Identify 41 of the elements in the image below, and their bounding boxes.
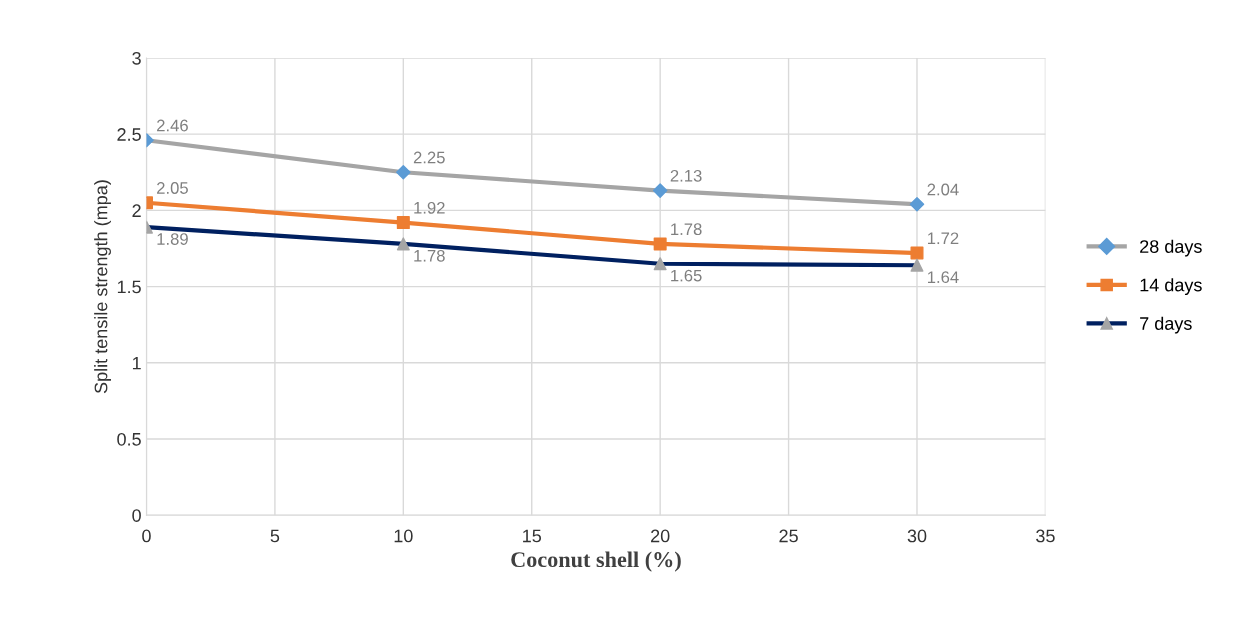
data-label: 1.72 — [927, 232, 959, 245]
y-axis-title: Split tensile strength (mpa) — [94, 180, 111, 394]
data-label: 2.13 — [670, 169, 702, 182]
y-tick-label: 3 — [132, 51, 141, 65]
y-tick-label: 1 — [132, 356, 141, 370]
x-tick-label: 20 — [651, 529, 670, 543]
data-label: 1.65 — [671, 269, 702, 282]
data-label: 2.04 — [927, 183, 959, 196]
y-tick-label: 0.5 — [117, 432, 141, 446]
legend-label: 28 days — [1140, 239, 1202, 257]
data-label: 2.25 — [413, 151, 445, 164]
data-label: 1.78 — [671, 223, 702, 236]
y-tick-label: 2.5 — [117, 128, 141, 141]
data-label: 2.05 — [157, 182, 188, 194]
legend-label: 14 days — [1140, 278, 1202, 295]
x-tick-label: 30 — [907, 529, 927, 543]
data-label: 1.89 — [157, 233, 188, 245]
data-label: 1.78 — [414, 249, 445, 262]
data-label: 1.64 — [927, 271, 959, 284]
y-tick-label: 0 — [132, 509, 141, 522]
y-tick-label: 1.5 — [117, 280, 141, 294]
point — [396, 237, 410, 251]
x-tick-label: 15 — [523, 529, 542, 543]
point — [910, 258, 924, 272]
x-tick-label: 25 — [779, 529, 798, 543]
data-label: 2.46 — [157, 119, 188, 132]
point — [653, 237, 667, 251]
x-axis-title: Coconut shell (%) — [511, 551, 681, 572]
x-tick-label: 5 — [270, 529, 280, 543]
x-tick-label: 0 — [142, 529, 151, 543]
point — [910, 246, 924, 260]
x-tick-label: 10 — [394, 529, 413, 543]
x-tick-label: 35 — [1036, 529, 1055, 543]
data-label: 1.92 — [414, 201, 445, 214]
point — [652, 183, 668, 198]
legend-label: 7 days — [1140, 316, 1192, 334]
point — [653, 257, 667, 271]
y-tick-label: 2 — [132, 204, 141, 217]
point — [909, 196, 925, 212]
point — [396, 216, 410, 230]
point — [396, 164, 411, 180]
